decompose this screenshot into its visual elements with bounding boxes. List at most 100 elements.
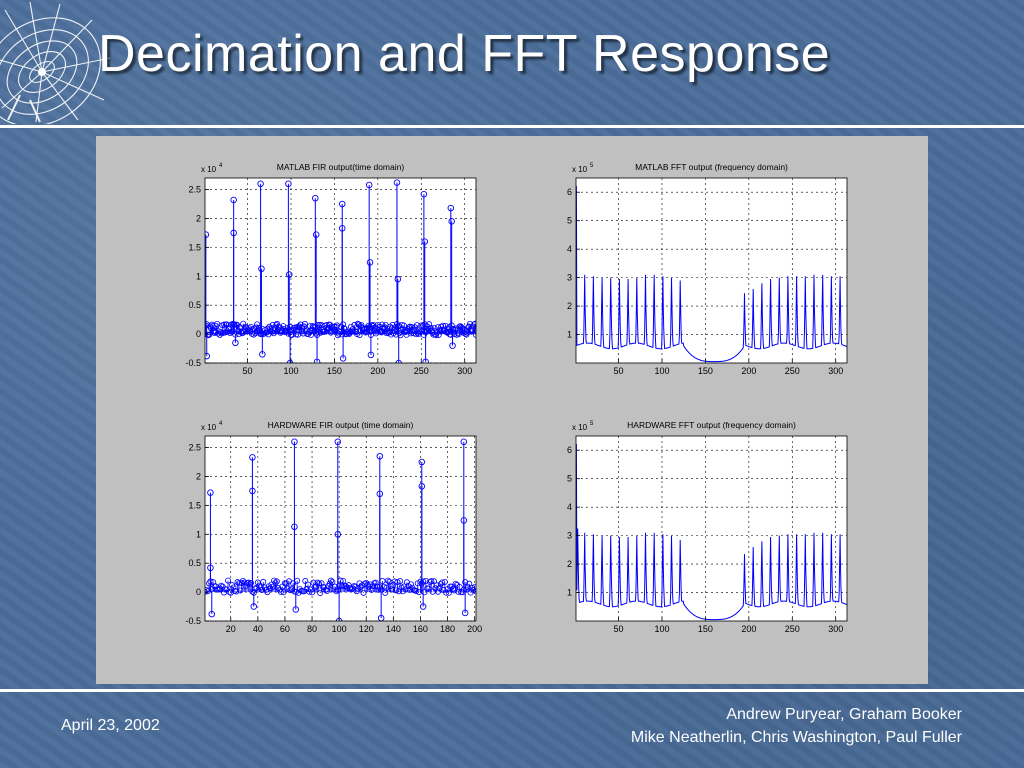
peak-marker	[334, 531, 342, 538]
peak-marker	[460, 517, 468, 524]
peak-marker	[334, 438, 342, 446]
stem-marker	[471, 321, 476, 328]
y-tick-label: 1	[567, 330, 572, 340]
y-tick-label: 5	[567, 474, 572, 484]
x-tick-label: 100	[283, 366, 298, 376]
peak-marker	[230, 196, 237, 204]
chart-panel-1: 50 100 150 200 250 300 -0.5 0 0.5 1 1.5 2 2.5 x 10 4 MA…	[185, 162, 477, 376]
title-divider	[0, 125, 1024, 128]
stem-marker	[277, 588, 284, 595]
y-tick-label: 0.5	[188, 558, 201, 568]
y-tick-label: 2	[567, 301, 572, 311]
peak-marker	[205, 352, 210, 360]
stem-marker	[317, 589, 324, 596]
x-tick-label: 60	[280, 624, 290, 634]
peak-marker	[339, 355, 347, 362]
stem-marker	[314, 579, 321, 586]
exponent-power: 5	[590, 163, 594, 169]
x-tick-label: 300	[828, 624, 843, 634]
stem-marker	[254, 321, 261, 328]
peak-marker	[394, 275, 402, 283]
y-tick-label: 6	[567, 445, 572, 455]
peak-marker	[338, 200, 346, 208]
peak-marker	[312, 231, 320, 238]
peak-marker	[461, 609, 469, 617]
stem-marker	[248, 580, 255, 587]
stem-marker	[272, 579, 279, 586]
x-tick-label: 180	[440, 624, 455, 634]
stem-marker	[275, 584, 282, 591]
y-tick-label: 1.5	[188, 242, 201, 252]
stem-marker	[433, 332, 440, 339]
stem-marker	[301, 320, 308, 327]
stem-marker	[400, 322, 407, 329]
peak-marker	[258, 265, 265, 273]
stem-marker	[225, 577, 232, 584]
stem-marker	[426, 321, 433, 328]
stem-marker	[384, 577, 391, 584]
y-tick-label: 4	[567, 502, 572, 512]
peak-marker	[338, 225, 346, 232]
y-tick-label: 2	[567, 559, 572, 569]
y-tick-label: 2.5	[188, 185, 201, 195]
exponent-label: x 10	[572, 165, 588, 174]
x-tick-label: 250	[785, 366, 800, 376]
stem-marker	[397, 578, 404, 585]
exponent-label: x 10	[201, 423, 217, 432]
footer-divider	[0, 689, 1024, 692]
stem-marker	[297, 321, 304, 328]
peak-marker	[460, 438, 468, 446]
plot-frame	[575, 177, 848, 364]
exponent-power: 4	[219, 163, 223, 169]
plot-area	[576, 436, 847, 621]
stem-marker	[413, 588, 420, 595]
stem-marker	[329, 578, 336, 585]
x-tick-label: 50	[614, 624, 624, 634]
peak-marker	[292, 606, 300, 613]
peak-marker	[250, 603, 258, 610]
data-layer	[576, 444, 847, 621]
stem-marker	[304, 581, 311, 588]
plot-area	[205, 436, 476, 621]
stem-marker	[393, 587, 400, 594]
stem-marker	[230, 584, 237, 591]
x-tick-label: 100	[654, 624, 669, 634]
peak-marker	[205, 231, 210, 238]
peak-marker	[421, 238, 429, 245]
peak-marker	[418, 483, 426, 490]
stem-marker	[328, 577, 335, 584]
y-tick-label: 4	[567, 244, 572, 254]
stem-marker	[358, 322, 365, 329]
matlab-figure: 50 100 150 200 250 300 -0.5 0 0.5 1 1.5 2 2.5 x 10 4 MA…	[96, 136, 928, 684]
y-tick-label: 1.5	[188, 500, 201, 510]
stem-marker	[256, 582, 263, 589]
stem-marker	[462, 579, 469, 586]
exponent-label: x 10	[572, 423, 588, 432]
y-tick-label: 0.5	[188, 300, 201, 310]
peak-marker	[447, 204, 455, 212]
stem-marker	[236, 324, 243, 331]
stem-marker	[431, 324, 438, 331]
plot-frame	[575, 435, 848, 622]
stem-marker	[354, 330, 361, 337]
x-tick-label: 140	[386, 624, 401, 634]
stem-marker	[432, 331, 439, 338]
x-tick-label: 150	[327, 366, 342, 376]
y-tick-label: -0.5	[185, 616, 201, 626]
x-tick-label: 250	[785, 624, 800, 634]
y-tick-label: 3	[567, 531, 572, 541]
peak-marker	[208, 610, 216, 618]
x-tick-label: 250	[414, 366, 429, 376]
peak-marker	[291, 438, 298, 446]
stem-marker	[355, 321, 362, 328]
stem-marker	[217, 329, 224, 336]
peak-marker	[376, 452, 384, 460]
footer-authors-line2: Mike Neatherlin, Chris Washington, Paul …	[630, 729, 962, 746]
peak-marker	[419, 603, 427, 610]
y-tick-label: 1	[196, 271, 201, 281]
stem-marker	[428, 578, 435, 585]
peak-marker	[207, 564, 214, 572]
peak-marker	[259, 351, 266, 358]
peak-marker	[367, 351, 375, 359]
peak-marker	[285, 180, 292, 188]
